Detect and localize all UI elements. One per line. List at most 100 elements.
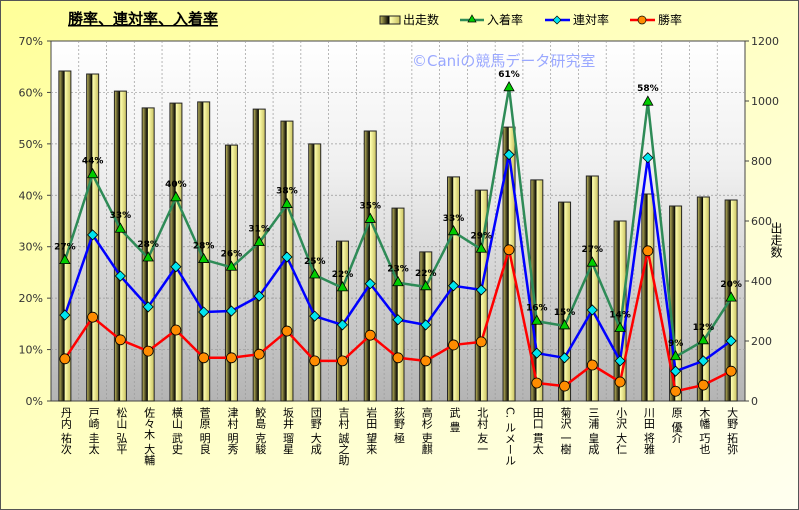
data-label-top3: 28% bbox=[193, 242, 215, 252]
data-label-top3: 28% bbox=[137, 240, 159, 250]
point-top2 bbox=[614, 355, 626, 367]
x-category-label: 菊沢 一樹 bbox=[559, 407, 572, 455]
point-win bbox=[337, 355, 348, 367]
point-top3 bbox=[447, 224, 460, 236]
y2-tick-label: 1200 bbox=[751, 35, 779, 48]
point-top3 bbox=[725, 291, 737, 302]
point-win bbox=[642, 245, 654, 257]
bar-starts bbox=[197, 101, 211, 402]
data-label-top3: 12% bbox=[693, 323, 715, 333]
point-top2 bbox=[558, 352, 571, 364]
data-label-top3: 25% bbox=[304, 257, 326, 267]
point-top3 bbox=[697, 334, 710, 345]
point-top2 bbox=[503, 149, 515, 161]
x-category-label: 原 優介 bbox=[670, 407, 683, 444]
bar-starts bbox=[530, 179, 544, 402]
data-label-top3: 27% bbox=[54, 243, 76, 253]
x-category-label: 川田 将雅 bbox=[642, 407, 655, 455]
point-top2 bbox=[642, 152, 654, 164]
point-top2 bbox=[725, 335, 737, 347]
x-category-label: 岩田 望来 bbox=[365, 406, 378, 455]
x-category-label: 北村 友一 bbox=[476, 407, 489, 455]
x-category-label: 三浦 皇成 bbox=[587, 407, 600, 455]
x-category-label: 木幡 巧也 bbox=[698, 407, 711, 455]
x-category-label: 鮫島 克駿 bbox=[254, 406, 267, 455]
point-top3 bbox=[309, 268, 321, 279]
data-label-top3: 61% bbox=[498, 70, 520, 80]
bar-starts bbox=[558, 201, 572, 402]
x-category-label: 戸崎 圭太 bbox=[87, 407, 100, 455]
data-label-top3: 22% bbox=[332, 270, 354, 280]
point-top2 bbox=[475, 284, 487, 296]
data-label-top3: 15% bbox=[554, 308, 576, 318]
bar-starts bbox=[363, 130, 377, 402]
x-category-label: 団野 大成 bbox=[309, 407, 322, 455]
point-top3 bbox=[281, 197, 293, 208]
point-top2 bbox=[336, 319, 349, 331]
y-tick-label: 40% bbox=[19, 189, 43, 202]
point-win bbox=[87, 311, 99, 323]
data-label-top3: 40% bbox=[165, 180, 187, 190]
legend-label: 連対率 bbox=[573, 12, 609, 27]
bar-starts bbox=[252, 108, 266, 402]
diamond-marker-icon bbox=[552, 15, 562, 25]
legend-item-starts: 出走数 bbox=[379, 12, 439, 27]
point-win bbox=[226, 352, 237, 364]
data-label-top3: 26% bbox=[221, 249, 243, 259]
point-top2 bbox=[531, 347, 543, 359]
data-label-top3: 31% bbox=[248, 225, 270, 235]
y2-tick-label: 600 bbox=[751, 215, 772, 228]
data-label-top3: 14% bbox=[609, 310, 631, 320]
point-win bbox=[614, 376, 626, 388]
point-top2 bbox=[697, 355, 709, 367]
point-win bbox=[559, 380, 570, 392]
bar-starts bbox=[585, 175, 599, 402]
point-win bbox=[253, 348, 265, 360]
point-top2 bbox=[170, 261, 182, 273]
y2-tick-label: 1000 bbox=[751, 95, 779, 108]
point-top3 bbox=[531, 314, 543, 325]
data-label-top3: 35% bbox=[359, 201, 381, 211]
point-top3 bbox=[142, 251, 154, 262]
point-win bbox=[670, 385, 681, 397]
x-category-label: C. ルメール bbox=[504, 407, 517, 466]
point-top3 bbox=[669, 349, 682, 361]
point-win bbox=[198, 352, 210, 364]
chart-title: 勝率、連対率、入着率 bbox=[68, 10, 218, 28]
point-top3 bbox=[364, 212, 376, 223]
y2-tick-label: 400 bbox=[751, 275, 772, 288]
bar-starts bbox=[113, 90, 127, 402]
legend-label: 出走数 bbox=[403, 12, 439, 27]
point-top3 bbox=[586, 256, 598, 267]
x-category-label: 小沢 大仁 bbox=[615, 407, 628, 455]
y-tick-label: 10% bbox=[19, 344, 43, 357]
data-label-top3: 23% bbox=[387, 265, 409, 275]
point-top3 bbox=[86, 167, 99, 179]
y2-tick-label: 800 bbox=[751, 155, 772, 168]
watermark: ©Caniの競馬データ研究室 bbox=[412, 52, 595, 70]
data-label-top3: 27% bbox=[582, 245, 604, 255]
data-label-top3: 58% bbox=[637, 84, 659, 94]
x-category-label: 丹内 祐次 bbox=[59, 407, 72, 455]
x-category-label: 高杉 吏麒 bbox=[420, 406, 433, 455]
legend-label: 勝率 bbox=[658, 12, 682, 27]
point-win bbox=[309, 355, 321, 367]
point-win bbox=[503, 244, 515, 256]
point-win bbox=[531, 377, 543, 389]
y-tick-label: 70% bbox=[19, 35, 43, 48]
point-win bbox=[420, 355, 432, 367]
y2-axis-label: 出走数 bbox=[769, 222, 783, 259]
bar-starts bbox=[224, 144, 238, 402]
point-top2 bbox=[253, 290, 265, 302]
data-label-top3: 44% bbox=[82, 157, 104, 167]
point-win bbox=[475, 336, 487, 348]
x-category-label: 大野 拓弥 bbox=[726, 406, 739, 455]
point-win bbox=[115, 334, 126, 346]
point-top2 bbox=[87, 229, 99, 241]
data-label-top3: 33% bbox=[443, 214, 465, 224]
y2-tick-label: 0 bbox=[751, 395, 758, 408]
x-category-label: 田口 貫太 bbox=[531, 407, 544, 455]
x-category-label: 菅原 明良 bbox=[198, 407, 211, 455]
bar-starts bbox=[474, 189, 488, 402]
data-label-top3: 29% bbox=[471, 231, 493, 241]
